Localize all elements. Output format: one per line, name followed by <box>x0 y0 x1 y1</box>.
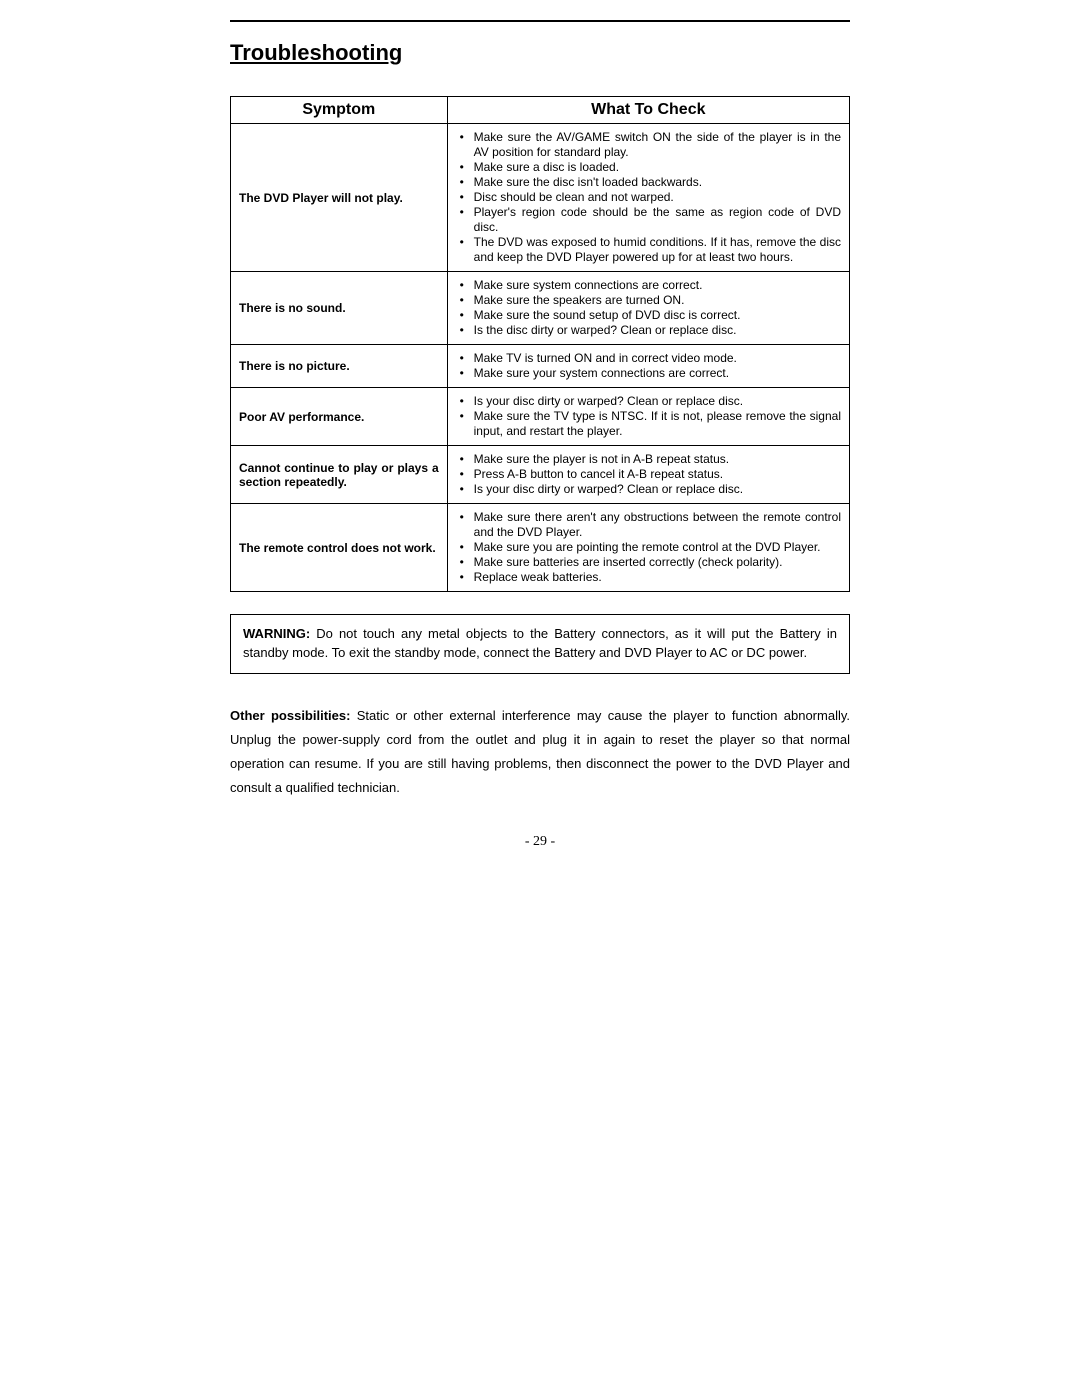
check-item: Make sure system connections are correct… <box>456 278 841 293</box>
symptom-cell: Cannot continue to play or plays a secti… <box>231 446 448 504</box>
check-item: Make sure the speakers are turned ON. <box>456 293 841 308</box>
table-row: There is no picture. Make TV is turned O… <box>231 345 850 388</box>
other-possibilities: Other possibilities: Static or other ext… <box>230 704 850 800</box>
check-item: Make sure you are pointing the remote co… <box>456 540 841 555</box>
check-item: Is the disc dirty or warped? Clean or re… <box>456 323 841 338</box>
check-cell: Make sure system connections are correct… <box>447 272 849 345</box>
check-cell: Make TV is turned ON and in correct vide… <box>447 345 849 388</box>
symptom-cell: The remote control does not work. <box>231 504 448 592</box>
check-cell: Make sure the AV/GAME switch ON the side… <box>447 124 849 272</box>
other-label: Other possibilities: <box>230 708 350 723</box>
table-row: Cannot continue to play or plays a secti… <box>231 446 850 504</box>
check-item: Make sure there aren't any obstructions … <box>456 510 841 540</box>
header-check: What To Check <box>447 97 849 124</box>
check-cell: Make sure there aren't any obstructions … <box>447 504 849 592</box>
check-item: Replace weak batteries. <box>456 570 841 585</box>
check-item: Player's region code should be the same … <box>456 205 841 235</box>
table-row: The DVD Player will not play. Make sure … <box>231 124 850 272</box>
check-item: Make sure the sound setup of DVD disc is… <box>456 308 841 323</box>
page-number: - 29 - <box>230 834 850 850</box>
check-item: Is your disc dirty or warped? Clean or r… <box>456 394 841 409</box>
check-item: Make sure batteries are inserted correct… <box>456 555 841 570</box>
table-header-row: Symptom What To Check <box>231 97 850 124</box>
check-cell: Is your disc dirty or warped? Clean or r… <box>447 388 849 446</box>
symptom-cell: Poor AV performance. <box>231 388 448 446</box>
check-item: Press A-B button to cancel it A-B repeat… <box>456 467 841 482</box>
check-item: Disc should be clean and not warped. <box>456 190 841 205</box>
check-item: Make sure the player is not in A-B repea… <box>456 452 841 467</box>
check-item: Make TV is turned ON and in correct vide… <box>456 351 841 366</box>
check-item: Make sure a disc is loaded. <box>456 160 841 175</box>
symptom-cell: There is no picture. <box>231 345 448 388</box>
page-content: Troubleshooting Symptom What To Check Th… <box>0 0 1080 850</box>
page-title: Troubleshooting <box>230 40 850 66</box>
header-symptom: Symptom <box>231 97 448 124</box>
warning-label: WARNING: <box>243 626 310 641</box>
check-item: The DVD was exposed to humid conditions.… <box>456 235 841 265</box>
table-row: Poor AV performance. Is your disc dirty … <box>231 388 850 446</box>
table-row: The remote control does not work. Make s… <box>231 504 850 592</box>
table-row: There is no sound. Make sure system conn… <box>231 272 850 345</box>
check-item: Is your disc dirty or warped? Clean or r… <box>456 482 841 497</box>
warning-text: Do not touch any metal objects to the Ba… <box>243 626 837 660</box>
check-item: Make sure the AV/GAME switch ON the side… <box>456 130 841 160</box>
symptom-cell: There is no sound. <box>231 272 448 345</box>
check-item: Make sure the disc isn't loaded backward… <box>456 175 841 190</box>
troubleshooting-table: Symptom What To Check The DVD Player wil… <box>230 96 850 592</box>
check-item: Make sure the TV type is NTSC. If it is … <box>456 409 841 439</box>
check-cell: Make sure the player is not in A-B repea… <box>447 446 849 504</box>
warning-box: WARNING: Do not touch any metal objects … <box>230 614 850 674</box>
top-divider <box>230 20 850 22</box>
symptom-cell: The DVD Player will not play. <box>231 124 448 272</box>
check-item: Make sure your system connections are co… <box>456 366 841 381</box>
